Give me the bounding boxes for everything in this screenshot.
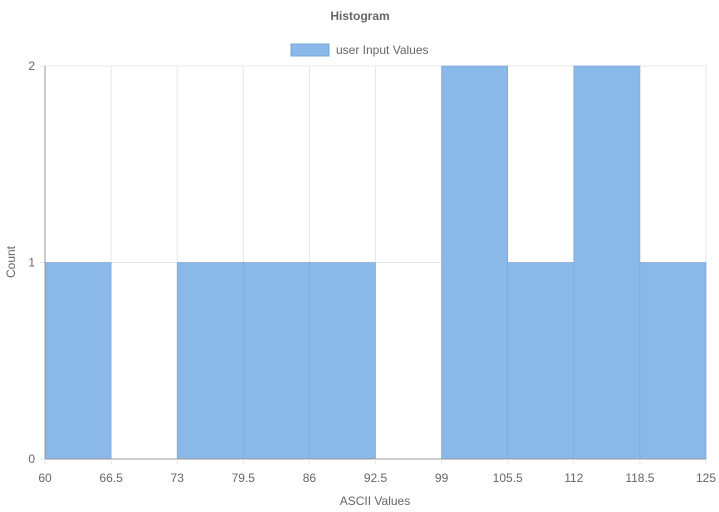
x-tick-label: 118.5: [625, 471, 654, 485]
histogram-bar[interactable]: [639, 262, 707, 460]
x-axis-title: ASCII Values: [340, 494, 410, 508]
x-tick-label: 66.5: [99, 471, 123, 485]
x-tick-label: 92.5: [364, 471, 388, 485]
histogram-bar[interactable]: [243, 262, 310, 460]
legend-swatch: [290, 43, 330, 57]
histogram-bar[interactable]: [309, 262, 376, 460]
y-tick-label: 2: [28, 59, 35, 73]
histogram-bar[interactable]: [176, 262, 244, 460]
y-tick-label: 1: [28, 256, 35, 270]
histogram-bar[interactable]: [573, 65, 641, 460]
chart-title: Histogram: [330, 9, 389, 23]
histogram-bar[interactable]: [441, 65, 509, 460]
x-tick-label: 60: [38, 471, 52, 485]
legend[interactable]: user Input Values: [290, 43, 429, 57]
x-tick-label: 125: [696, 471, 716, 485]
x-tick-label: 112: [564, 471, 583, 485]
histogram-bar[interactable]: [44, 262, 112, 460]
bars: [44, 65, 707, 460]
x-tick-label: 99: [435, 471, 449, 485]
x-tick-label: 79.5: [232, 471, 256, 485]
x-tick-label: 86: [303, 471, 317, 485]
x-axis-ticks: 60 66.5 73 79.5 86 92.5 99 105.5 112 118.5 125: [38, 459, 716, 485]
x-tick-label: 105.5: [493, 471, 523, 485]
x-tick-label: 73: [171, 471, 185, 485]
histogram-bar[interactable]: [507, 262, 575, 460]
y-axis-title: Count: [4, 245, 18, 278]
legend-label: user Input Values: [336, 43, 429, 57]
y-axis-ticks: 0 1 2: [28, 59, 35, 466]
y-tick-label: 0: [28, 452, 35, 466]
